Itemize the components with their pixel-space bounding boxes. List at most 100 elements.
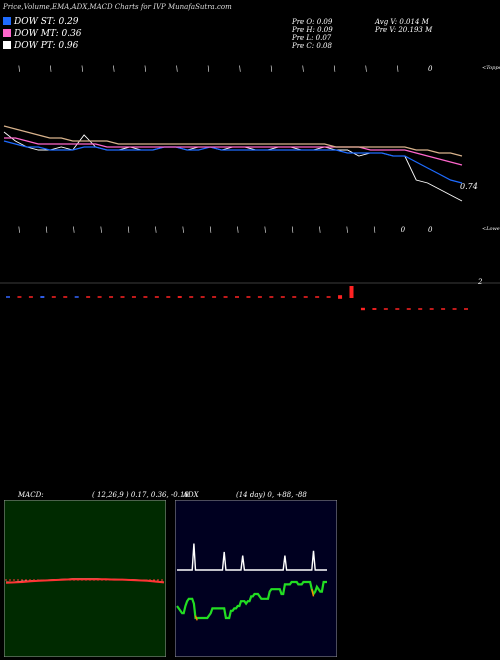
volume-bar [212,296,217,298]
macd-params: ( 12,26,9 ) 0.17, 0.36, -0.19 [92,491,189,499]
bottom-signal: \ [237,226,239,234]
volume-bar [349,286,354,298]
volume-bar [17,296,22,298]
top-signal: \ [18,65,20,73]
adx-background [175,500,337,657]
top-signal: \ [333,65,335,73]
bottom-signal: \ [264,226,266,234]
volume-bar [395,308,400,310]
dow-mt-label: DOW MT: 0.36 [3,29,82,40]
dow-pt-swatch [3,41,11,49]
bottom-signal: \ [18,226,20,234]
bottom-signal: \ [209,226,211,234]
volume-bar [280,296,285,298]
adx-chart [175,500,337,657]
volume-bar [143,296,148,298]
bottom-signal: \ [127,226,129,234]
bottom-signal: \ [45,226,47,234]
stat-open: Pre O: 0.09 [292,18,333,26]
volume-bar [452,308,457,310]
volume-bar [200,296,205,298]
top-signal: \ [270,65,272,73]
volume-bar [246,296,251,298]
top-signal: 0 [428,65,433,73]
volume-bar [303,296,308,298]
bottom-signal: \ [346,226,348,234]
adx-series-0 [177,543,327,571]
price-series-1 [3,140,463,184]
top-signal: \ [176,65,178,73]
stat-pre-volume: Pre V: 20.193 M [375,26,433,34]
top-signal: \ [113,65,115,73]
adx-title: ADX [183,491,199,499]
volume-bar [406,308,411,310]
volume-bar [6,296,10,298]
bottom-signal: \ [182,226,184,234]
signal-row-top: \ \ \ \ \ \ \ \ \ \ \ \ \ 0 [18,65,433,73]
bottom-signal: \ [100,226,102,234]
volume-bar [441,308,446,310]
volume-bar [418,308,423,310]
volume-bar [338,295,343,299]
volume-bar [74,296,79,298]
volume-bar [177,296,182,298]
stat-low: Pre L: 0.07 [292,34,332,42]
bottom-signal: \ [73,226,75,234]
chart-title: Price,Volume,EMA,ADX,MACD Charts for IVP… [3,3,232,11]
volume-bar [360,307,365,311]
macd-title: MACD: [18,491,44,499]
volume-bar [315,296,320,298]
top-signal: \ [207,65,209,73]
adx-series-1 [176,580,327,620]
volume-bar [326,296,331,298]
volume-bar [223,296,228,298]
stat-high: Pre H: 0.09 [292,26,333,34]
dow-st-swatch [3,17,11,25]
volume-bar [51,296,56,298]
volume-bar [63,296,68,298]
bottom-signal: \ [373,226,375,234]
volume-bar [292,296,297,298]
price-volume-chart: \ \ \ \ \ \ \ \ \ \ \ \ \ 0 \ \ \ \ \ \ \ \ \ \ \ \ \ \ 0 0 [0,65,500,311]
volume-bar [235,296,239,298]
dow-pt-label: DOW PT: 0.96 [3,41,78,52]
volume-bar [464,308,468,310]
adx-params: (14 day) 0, +88, -88 [236,491,307,499]
top-signal: \ [50,65,52,73]
volume-bar [109,296,114,298]
bottom-signal: 0 [428,226,433,234]
bottom-signal: \ [155,226,157,234]
last-price-label: 0.74 [460,182,478,191]
volume-bar [189,296,194,298]
dow-mt-swatch [3,29,11,37]
top-signal: \ [396,65,398,73]
adx-series-2 [194,589,315,621]
price-series-0 [3,131,463,202]
volume-bar [269,296,274,298]
macd-chart [4,500,166,657]
volume-bar [131,296,136,298]
volume-bar [120,296,125,298]
stat-close: Pre C: 0.08 [292,42,332,50]
volume-scale-label: 2 [478,278,483,286]
bottom-signal: \ [291,226,293,234]
volume-bar [28,296,33,298]
volume-bar [166,296,171,298]
price-series-2 [4,137,463,166]
volume-bar [257,296,262,298]
price-ema-lines [3,125,463,202]
top-signal: \ [81,65,83,73]
volume-bar [372,308,377,310]
volume-bar [40,296,45,298]
volume-bars [6,286,468,311]
top-signal: \ [365,65,367,73]
top-signal: \ [302,65,304,73]
top-signal: \ [239,65,241,73]
toppe-label: <Toppe [482,65,500,71]
volume-bar [383,308,388,310]
top-signal: \ [144,65,146,73]
dow-st-label: DOW ST: 0.29 [3,17,79,28]
volume-bar [97,296,102,298]
volume-bar [86,296,91,298]
signal-row-bottom: \ \ \ \ \ \ \ \ \ \ \ \ \ \ 0 0 [18,226,433,234]
